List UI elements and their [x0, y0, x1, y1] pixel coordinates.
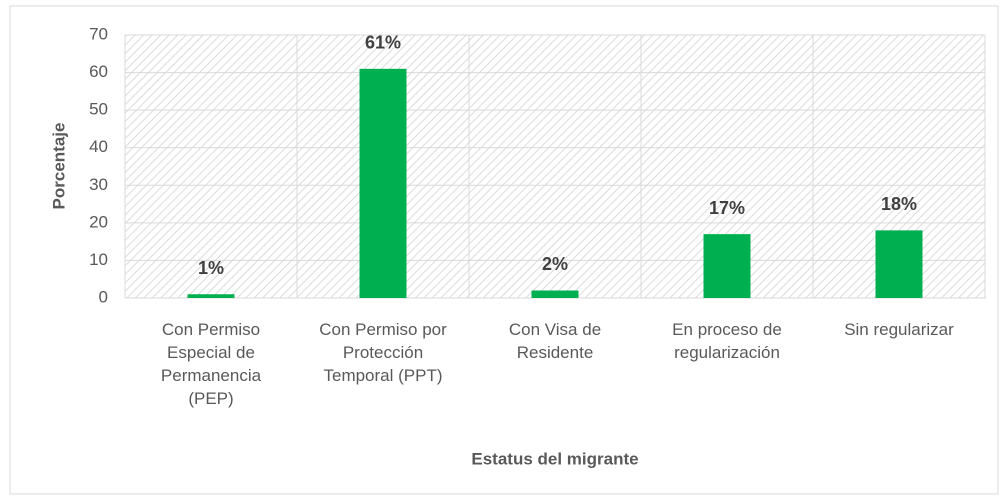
- y-tick-label: 0: [99, 287, 108, 306]
- y-tick-label: 40: [89, 137, 108, 156]
- y-tick-label: 50: [89, 100, 108, 119]
- x-axis-title: Estatus del migrante: [471, 449, 638, 468]
- y-axis-title: Porcentaje: [49, 123, 68, 210]
- data-label: 17%: [709, 198, 745, 218]
- bar: [359, 68, 407, 298]
- y-tick-label: 10: [89, 250, 108, 269]
- y-tick-label: 20: [89, 212, 108, 231]
- data-label: 18%: [881, 194, 917, 214]
- plot-area: [125, 35, 985, 298]
- data-label: 61%: [365, 33, 401, 53]
- y-tick-label: 70: [89, 24, 108, 43]
- bar: [187, 294, 235, 298]
- bar: [875, 230, 923, 298]
- x-tick-label: Con Permiso por Protección Temporal (PPT…: [319, 320, 447, 385]
- data-label: 1%: [198, 258, 224, 278]
- x-tick-label: Con Permiso Especial de Permanencia (PEP…: [160, 320, 262, 408]
- data-label: 2%: [542, 254, 568, 274]
- y-tick-label: 60: [89, 62, 108, 81]
- bar: [531, 290, 579, 298]
- x-tick-label: Con Visa de Residente: [508, 320, 602, 362]
- x-tick-label: Sin regularizar: [844, 320, 954, 339]
- x-tick-label: En proceso de regularización: [672, 320, 782, 362]
- bar: [703, 234, 751, 298]
- y-tick-label: 30: [89, 175, 108, 194]
